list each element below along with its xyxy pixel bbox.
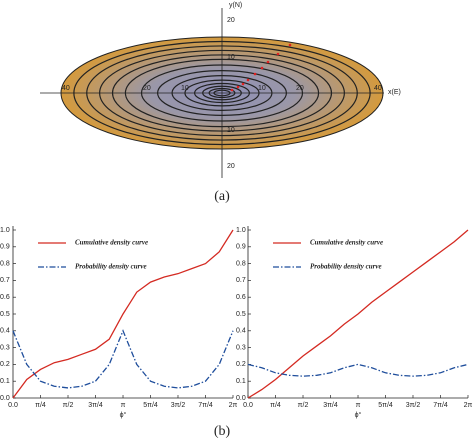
- y-tick-label: 0.1: [236, 378, 246, 385]
- y-tick-label: 0.9: [0, 244, 10, 251]
- tick-label: 20: [227, 163, 235, 170]
- y-tick-label: 0.2: [0, 361, 10, 368]
- points: [230, 43, 292, 92]
- line-charts: 0.0 0.1 0.2 0.3 0.4 0.5 0.6 0.7 0.8 0.9 1.0 0.0 π/4 π…: [0, 226, 473, 419]
- y-tick-label: 1.0: [0, 227, 10, 234]
- tick-label: 10: [227, 54, 235, 61]
- tick-label: 10: [258, 85, 266, 92]
- y-tick-label: 0.8: [0, 260, 10, 267]
- x-tick-label: 0.0: [243, 402, 253, 409]
- tick-label: 20: [296, 85, 304, 92]
- tick-label: 20: [143, 85, 151, 92]
- tick-label: 40: [374, 85, 382, 92]
- caption-a: (a): [214, 189, 230, 204]
- y-tick-label: 0.9: [236, 244, 246, 251]
- y-tick-label: 1.0: [236, 227, 246, 234]
- x-tick-label: 3π/2: [171, 402, 186, 409]
- y-axis-label: y(N): [229, 2, 242, 9]
- x-tick-label: π/4: [35, 402, 46, 409]
- contour-diagram: y(N) x(E) 20 10 40 20 10 10 20 40 10 20 …: [40, 2, 401, 204]
- x-tick-label: 0.0: [8, 402, 18, 409]
- x-axis-label: ϕ°: [120, 411, 127, 419]
- x-tick-label: π: [121, 402, 126, 409]
- y-tick-label: 0.1: [0, 378, 10, 385]
- y-tick-label: 0.8: [236, 260, 246, 267]
- y-tick-label: 0.5: [0, 311, 10, 318]
- series-line: [12, 329, 234, 389]
- x-tick-label: π/4: [270, 402, 281, 409]
- legend-label: Probability density curve: [75, 263, 147, 271]
- y-tick-label: 0.4: [0, 328, 10, 335]
- y-tick-label: 0.7: [236, 277, 246, 284]
- y-tick-label: 0.4: [236, 328, 246, 335]
- x-tick-label: π: [356, 402, 361, 409]
- x-tick-label: 3π/4: [88, 402, 103, 409]
- x-axis-label: ϕ°: [355, 411, 362, 419]
- legend-label: Probability density curve: [310, 263, 382, 271]
- x-tick-label: 3π/4: [323, 402, 338, 409]
- x-tick-label: 3π/2: [406, 402, 421, 409]
- y-tick-label: 0.3: [0, 344, 10, 351]
- x-tick-label: π/2: [298, 402, 309, 409]
- legend-label: Cumulative density curve: [75, 239, 148, 247]
- x-tick-label: π/2: [63, 402, 74, 409]
- x-tick-label: 2π: [464, 402, 473, 409]
- y-tick-label: 0.7: [0, 277, 10, 284]
- y-tick-label: 0.3: [236, 344, 246, 351]
- x-tick-label: 7π/4: [198, 402, 213, 409]
- y-tick-label: 0.6: [0, 294, 10, 301]
- y-tick-label: 0.5: [236, 311, 246, 318]
- y-tick-label: 0.0: [236, 395, 246, 402]
- tick-label: 10: [227, 127, 235, 134]
- legend-label: Cumulative density curve: [310, 239, 383, 247]
- series-line: [247, 229, 469, 399]
- tick-label: 10: [181, 85, 189, 92]
- y-tick-label: 0.0: [0, 395, 10, 402]
- series-line: [12, 229, 234, 399]
- series-line: [247, 363, 469, 377]
- y-tick-label: 0.6: [236, 294, 246, 301]
- caption-b: (b): [214, 424, 231, 439]
- tick-label: 40: [62, 85, 70, 92]
- x-tick-label: 7π/4: [433, 402, 448, 409]
- x-tick-label: 2π: [229, 402, 238, 409]
- x-tick-label: 5π/4: [378, 402, 393, 409]
- x-axis-label: x(E): [388, 89, 401, 96]
- x-tick-label: 5π/4: [143, 402, 158, 409]
- y-tick-label: 0.2: [236, 361, 246, 368]
- tick-label: 20: [227, 17, 235, 24]
